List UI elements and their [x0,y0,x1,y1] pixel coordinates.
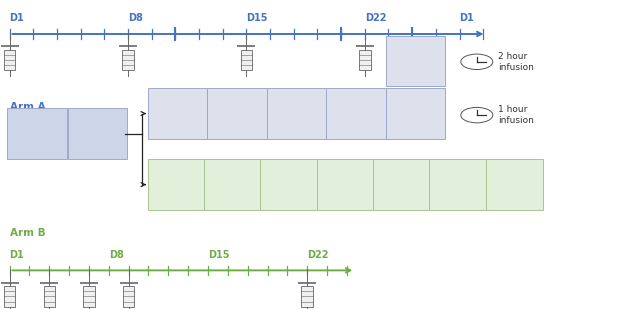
Bar [83,286,95,307]
Text: 2A
0.32 mg/kg
n = 3: 2A 0.32 mg/kg n = 3 [72,118,124,150]
Text: 3B
0.32 mg/kg
n = 3: 3B 0.32 mg/kg n = 3 [151,169,202,201]
FancyBboxPatch shape [267,88,326,139]
FancyBboxPatch shape [386,88,445,139]
Bar [241,50,252,70]
Text: 6B
1.1 mg/kg
n = 4: 6B 1.1 mg/kg n = 4 [323,169,369,201]
Text: 5B
0.8 mg/kg
n = 3: 5B 0.8 mg/kg n = 3 [266,169,312,201]
FancyBboxPatch shape [204,159,262,210]
Text: 5A
2.1 mg/kg
n = 6: 5A 2.1 mg/kg n = 6 [274,98,319,129]
FancyBboxPatch shape [7,108,67,159]
Text: 2 hour
infusion: 2 hour infusion [498,52,534,72]
FancyBboxPatch shape [486,159,543,210]
Bar [123,286,134,307]
Circle shape [461,108,493,123]
Text: 1A
0.16 mg/kg
n = 5: 1A 0.16 mg/kg n = 5 [11,118,63,150]
Text: 4A
1.25 mg/kg
n = 3: 4A 1.25 mg/kg n = 3 [211,98,263,129]
FancyBboxPatch shape [429,159,487,210]
Text: 1 hour
infusion: 1 hour infusion [498,105,534,125]
FancyBboxPatch shape [386,36,445,86]
Text: 9B
2.7 mg/kg
n = 6: 9B 2.7 mg/kg n = 6 [492,169,538,201]
Bar [4,50,15,70]
FancyBboxPatch shape [317,159,374,210]
FancyBboxPatch shape [260,159,318,210]
Bar [301,286,313,307]
Text: D22: D22 [307,250,329,260]
Circle shape [461,54,493,70]
FancyBboxPatch shape [148,159,205,210]
Bar [44,286,55,307]
Text: D1: D1 [10,250,24,260]
Bar [4,286,15,307]
Text: 7A-1
4.4 mg/kg
n = 8: 7A-1 4.4 mg/kg n = 8 [393,98,438,129]
FancyBboxPatch shape [207,88,267,139]
Text: D15: D15 [246,13,268,23]
FancyBboxPatch shape [68,108,127,159]
Text: D1: D1 [460,13,474,23]
Text: D15: D15 [208,250,230,260]
Text: D8: D8 [109,250,124,260]
Text: D22: D22 [365,13,387,23]
Text: 7A-2
4.4 mg/kg
n = 3: 7A-2 4.4 mg/kg n = 3 [393,45,438,77]
Bar [122,50,134,70]
Text: 7B
1.5 mg/kg
n = 4: 7B 1.5 mg/kg n = 4 [379,169,425,201]
Text: 3A
0.64 mg/kg
n = 4: 3A 0.64 mg/kg n = 4 [152,98,204,129]
FancyBboxPatch shape [373,159,431,210]
Text: 4B
0.53 mg/kg
n = 5: 4B 0.53 mg/kg n = 5 [207,169,259,201]
Text: 8B
2.0 mg/kg
n = 5: 8B 2.0 mg/kg n = 5 [435,169,481,201]
FancyBboxPatch shape [148,88,207,139]
Bar [359,50,371,70]
Text: Arm B: Arm B [10,228,45,238]
Text: D1: D1 [10,13,24,23]
Text: Arm A: Arm A [10,102,45,112]
Text: 6A
3.1 mg/kg
n = 9: 6A 3.1 mg/kg n = 9 [333,98,379,129]
Text: D8: D8 [128,13,143,23]
FancyBboxPatch shape [326,88,386,139]
